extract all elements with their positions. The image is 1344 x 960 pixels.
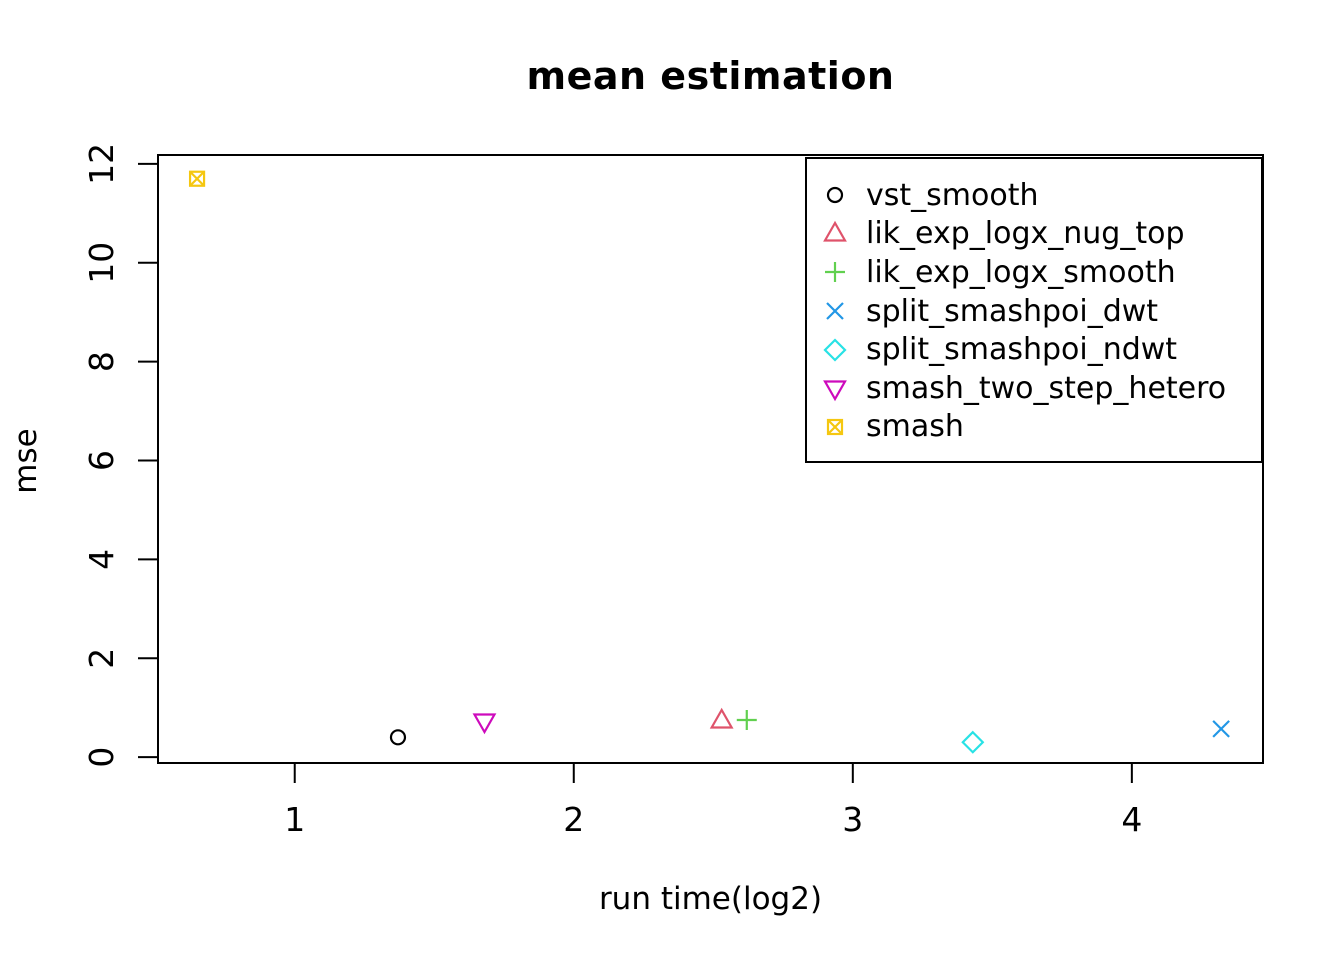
data-point-split_smashpoi_dwt: [1212, 720, 1230, 738]
legend-label-smash_two_step_hetero: smash_two_step_hetero: [866, 370, 1227, 406]
data-point-smash: [188, 170, 206, 187]
y-tick-label: 4: [82, 549, 121, 570]
legend-item-split_smashpoi_dwt: split_smashpoi_dwt: [807, 292, 1261, 331]
y-tick-label: 6: [82, 450, 121, 471]
legend-item-split_smashpoi_ndwt: split_smashpoi_ndwt: [807, 330, 1261, 369]
plus-icon: [825, 262, 845, 283]
plot-border: [157, 154, 1264, 764]
legend: vst_smooth lik_exp_logx_nug_top lik_exp_lo…: [805, 157, 1263, 463]
legend-label-vst_smooth: vst_smooth: [866, 177, 1039, 213]
x-tick-label: 3: [842, 800, 863, 839]
x-icon: [826, 302, 844, 320]
y-tick-label: 2: [82, 648, 121, 669]
data-point-split_smashpoi_ndwt: [961, 730, 985, 754]
x-axis-label: run time(log2): [598, 881, 823, 917]
legend-item-smash_two_step_hetero: smash_two_step_hetero: [807, 369, 1261, 408]
legend-label-smash: smash: [866, 409, 964, 445]
data-point-vst_smooth: [389, 729, 407, 746]
triangle-down-icon: [823, 380, 847, 402]
legend-label-split_smashpoi_dwt: split_smashpoi_dwt: [866, 293, 1159, 329]
y-tick-label: 8: [82, 351, 121, 372]
data-point-lik_exp_logx_nug_top: [709, 707, 734, 729]
diamond-icon: [823, 338, 847, 362]
square-x-icon: [826, 418, 844, 435]
x-tick-label: 4: [1121, 800, 1142, 839]
open-circle-icon: [826, 187, 844, 204]
legend-item-smash: smash: [807, 408, 1261, 447]
legend-item-lik_exp_logx_smooth: lik_exp_logx_smooth: [807, 253, 1261, 292]
triangle-up-icon: [823, 220, 847, 242]
legend-label-lik_exp_logx_smooth: lik_exp_logx_smooth: [866, 254, 1176, 290]
y-tick-label: 0: [82, 747, 121, 768]
y-tick-label: 12: [82, 143, 121, 185]
data-point-lik_exp_logx_smooth: [736, 709, 757, 730]
legend-label-split_smashpoi_ndwt: split_smashpoi_ndwt: [866, 332, 1178, 368]
legend-item-vst_smooth: vst_smooth: [807, 176, 1261, 215]
x-tick-label: 1: [284, 800, 305, 839]
chart-title: mean estimation: [526, 54, 895, 98]
legend-label-lik_exp_logx_nug_top: lik_exp_logx_nug_top: [866, 216, 1185, 252]
data-point-smash_two_step_hetero: [472, 713, 497, 735]
x-tick-label: 2: [563, 800, 584, 839]
y-tick-label: 10: [82, 242, 121, 284]
legend-item-lik_exp_logx_nug_top: lik_exp_logx_nug_top: [807, 215, 1261, 254]
